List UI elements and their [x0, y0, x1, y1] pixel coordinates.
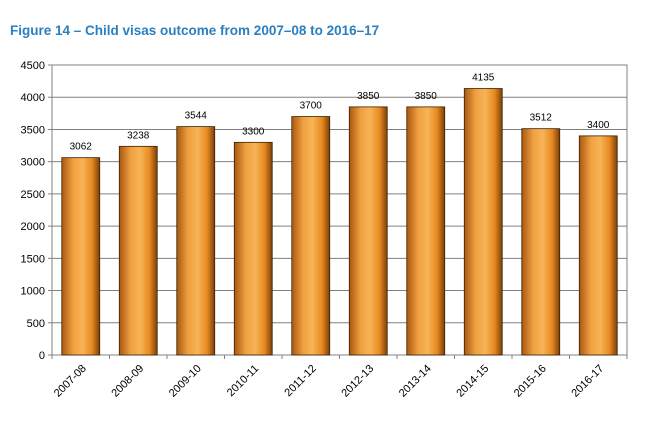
- bar-2008-09: [118, 145, 158, 356]
- data-label: 3850: [415, 91, 438, 102]
- bar-2013-14: [406, 106, 446, 356]
- y-tick-label: 2500: [21, 189, 45, 201]
- bar-2012-13: [348, 106, 388, 356]
- x-tick-label: 2009-10: [167, 363, 204, 400]
- data-label: 3700: [300, 101, 323, 112]
- bar-2007-08: [61, 157, 101, 356]
- x-axis-ticks: 2007-08 2008-09 2009-10 2010-11 2011-12 2012-…: [51, 355, 628, 400]
- data-label: 3544: [185, 111, 208, 122]
- y-tick-label: 4500: [21, 60, 45, 72]
- y-tick-label: 1000: [21, 286, 45, 298]
- bar-2016-17: [578, 135, 618, 356]
- data-label: 3850: [357, 91, 380, 102]
- bar-2011-12: [291, 116, 331, 356]
- x-tick-label: 2013-14: [397, 363, 434, 400]
- data-labels: 3062 3238 3544 3300 3700 3850 3850 4135 3512 3400: [70, 73, 610, 153]
- x-tick-label: 2011-12: [282, 363, 318, 399]
- bar-2014-15: [463, 88, 503, 356]
- data-label: 4135: [472, 73, 495, 84]
- y-tick-label: 0: [39, 350, 45, 362]
- y-tick-label: 500: [27, 318, 45, 330]
- y-axis-ticks: 0 500 1000 1500 2000 2500 3000 3500 4000 4500: [21, 60, 52, 362]
- bar-2010-11: [233, 141, 273, 356]
- y-tick-label: 3000: [21, 157, 45, 169]
- bar-2015-16: [521, 128, 561, 356]
- y-tick-label: 4000: [21, 92, 45, 104]
- x-tick-label: 2012-13: [339, 363, 376, 400]
- x-tick-label: 2015-16: [512, 363, 549, 400]
- data-label: 3300: [242, 126, 265, 137]
- x-tick-label: 2016-17: [569, 363, 606, 400]
- y-tick-label: 3500: [21, 124, 45, 136]
- data-label: 3400: [587, 120, 610, 131]
- bars: [61, 88, 618, 356]
- x-tick-label: 2014-15: [454, 363, 491, 400]
- data-label: 3512: [530, 113, 553, 124]
- x-tick-label: 2007-08: [52, 363, 89, 400]
- y-tick-label: 1500: [21, 253, 45, 265]
- figure-title: Figure 14 – Child visas outcome from 200…: [10, 23, 380, 38]
- data-label: 3238: [127, 130, 150, 141]
- x-tick-label: 2008-09: [109, 363, 146, 400]
- y-tick-label: 2000: [21, 221, 45, 233]
- x-tick-label: 2010-11: [225, 363, 261, 399]
- bar-2009-10: [176, 126, 216, 356]
- data-label: 3062: [70, 142, 93, 153]
